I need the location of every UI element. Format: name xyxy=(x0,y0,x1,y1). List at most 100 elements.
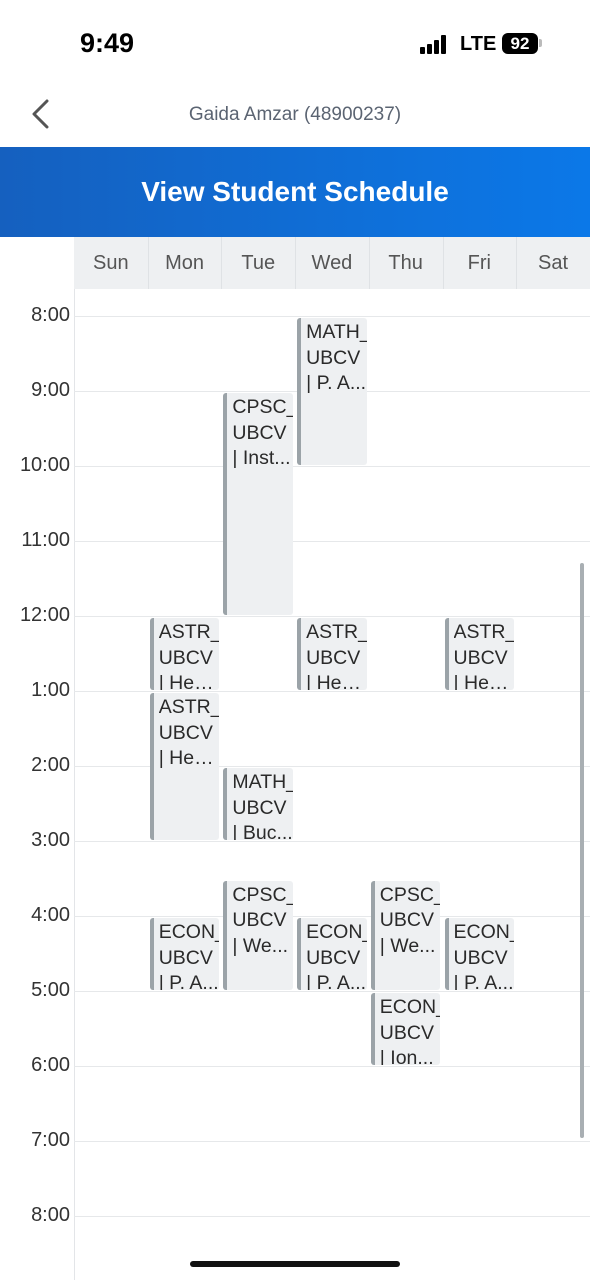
day-header-sat: Sat xyxy=(538,252,569,274)
schedule-event-econ[interactable]: ECON_ UBCV | P. A... xyxy=(297,918,367,990)
time-label: 8:00 xyxy=(31,1204,70,1226)
event-text-line: UBCV xyxy=(379,909,434,931)
schedule-event-astr[interactable]: ASTR_ UBCV | Hen... xyxy=(149,693,220,840)
schedule-event-cpsc[interactable]: CPSC_ UBCV | We... xyxy=(223,880,294,990)
event-text-line: ECON_ xyxy=(306,921,367,943)
event-text-line: | Buc... xyxy=(232,822,293,840)
day-divider xyxy=(295,237,297,289)
weekday-header: Sun Mon Tue Wed Thu Fri Sat xyxy=(74,237,590,289)
status-time: 9:49 xyxy=(80,28,135,58)
page-title: View Student Schedule xyxy=(141,176,449,207)
schedule-event-math[interactable]: MATH_ UBCV | Buc... xyxy=(223,768,294,840)
hour-gridline xyxy=(74,766,590,767)
day-header-mon: Mon xyxy=(165,252,204,274)
event-text-line: | Hen... xyxy=(453,672,515,690)
time-label: 12:00 xyxy=(19,604,70,626)
day-divider xyxy=(516,237,518,289)
schedule-event-astr[interactable]: ASTR_ UBCV | Hen... xyxy=(444,618,515,690)
event-text-line: UBCV xyxy=(306,646,361,669)
time-label: 7:00 xyxy=(31,1129,70,1151)
event-text-line: ASTR_ xyxy=(158,621,220,643)
event-text-line: CPSC_ xyxy=(379,883,441,906)
event-text-line: UBCV xyxy=(453,646,508,669)
event-text-line: | We... xyxy=(232,934,289,957)
day-divider xyxy=(147,237,149,289)
time-label: 3:00 xyxy=(31,829,70,851)
signal-strength-icon xyxy=(420,34,450,54)
schedule-event-astr[interactable]: ASTR_ UBCV | Hen... xyxy=(297,618,367,690)
event-text-line: UBCV xyxy=(379,1021,434,1044)
day-header-wed: Wed xyxy=(311,252,353,274)
event-text-line: UBCV xyxy=(232,909,287,931)
student-name-title: Gaida Amzar (48900237) xyxy=(188,104,402,125)
schedule-event-math[interactable]: MATH_ UBCV | P. A... xyxy=(297,318,367,465)
event-text-line: ASTR_ xyxy=(453,621,515,643)
time-label: 10:00 xyxy=(19,454,70,476)
schedule-event-econ[interactable]: ECON_ UBCV | P. A... xyxy=(149,918,220,990)
event-text-line: MATH_ xyxy=(232,771,294,793)
time-label: 11:00 xyxy=(21,529,70,551)
hour-gridline xyxy=(74,316,590,317)
schedule-event-astr[interactable]: ASTR_ UBCV | Hen... xyxy=(149,618,220,690)
header-banner: View Student Schedule xyxy=(0,147,590,237)
grid-left-border xyxy=(74,289,75,1280)
network-type: LTE xyxy=(460,33,497,55)
event-text-line: | Hen... xyxy=(306,672,367,690)
day-divider xyxy=(442,237,444,289)
event-text-line: UBCV xyxy=(158,721,213,744)
hour-gridline xyxy=(74,991,590,992)
event-text-line: ASTR_ xyxy=(158,696,220,718)
schedule-grid[interactable]: 8:00 9:00 10:00 11:00 12:00 1:00 2:00 3:00 4:00 5… xyxy=(0,289,590,1280)
battery-tip xyxy=(539,39,542,47)
hour-gridline xyxy=(74,1066,590,1067)
battery-icon: 92 xyxy=(502,33,538,54)
event-text-line: ASTR_ xyxy=(306,621,367,643)
event-text-line: UBCV xyxy=(306,346,361,369)
time-label: 1:00 xyxy=(31,679,70,701)
time-label: 9:00 xyxy=(31,379,70,401)
time-label: 5:00 xyxy=(31,979,70,1001)
event-text-line: UBCV xyxy=(453,946,508,969)
day-header-thu: Thu xyxy=(388,252,423,274)
event-text-line: | We... xyxy=(379,934,436,957)
schedule-event-cpsc[interactable]: CPSC_ UBCV | Inst... xyxy=(223,393,294,615)
hour-gridline xyxy=(74,466,590,467)
event-text-line: UBCV xyxy=(232,421,287,444)
chevron-left-icon xyxy=(32,99,49,129)
time-label: 6:00 xyxy=(31,1054,70,1076)
home-indicator[interactable] xyxy=(190,1261,400,1267)
schedule-event-econ[interactable]: ECON_ UBCV | Ion... xyxy=(370,993,441,1065)
event-text-line: | Hen... xyxy=(158,672,220,690)
hour-gridline xyxy=(74,841,590,842)
hour-gridline xyxy=(74,541,590,542)
event-text-line: | P. A... xyxy=(158,972,219,990)
back-button[interactable] xyxy=(22,94,62,134)
event-text-line: CPSC_ xyxy=(232,396,294,418)
hour-gridline xyxy=(74,1141,590,1142)
hour-gridline xyxy=(74,916,590,917)
hour-gridline xyxy=(74,616,590,617)
event-text-line: ECON_ xyxy=(379,996,441,1018)
event-text-line: UBCV xyxy=(158,946,213,969)
time-label: 8:00 xyxy=(31,304,70,326)
event-text-line: ECON_ xyxy=(158,921,220,943)
event-text-line: UBCV xyxy=(232,796,287,819)
day-header-fri: Fri xyxy=(467,252,491,274)
scrollbar[interactable] xyxy=(580,563,584,1138)
day-header-sun: Sun xyxy=(93,252,129,274)
schedule-event-econ[interactable]: ECON_ UBCV | P. A... xyxy=(444,918,515,990)
status-bar: 9:49 LTE 92 xyxy=(0,0,590,88)
schedule-event-cpsc[interactable]: CPSC_ UBCV | We... xyxy=(370,880,441,990)
event-text-line: | Inst... xyxy=(232,447,291,469)
event-text-line: MATH_ xyxy=(306,321,367,343)
day-divider xyxy=(368,237,370,289)
day-divider xyxy=(221,237,223,289)
hour-gridline xyxy=(74,691,590,692)
hour-gridline xyxy=(74,1216,590,1217)
event-text-line: | P. A... xyxy=(306,972,367,990)
time-label: 4:00 xyxy=(31,904,70,926)
event-text-line: ECON_ xyxy=(453,921,515,943)
event-text-line: UBCV xyxy=(306,946,361,969)
event-text-line: | Ion... xyxy=(379,1047,434,1065)
time-label: 2:00 xyxy=(31,754,70,776)
